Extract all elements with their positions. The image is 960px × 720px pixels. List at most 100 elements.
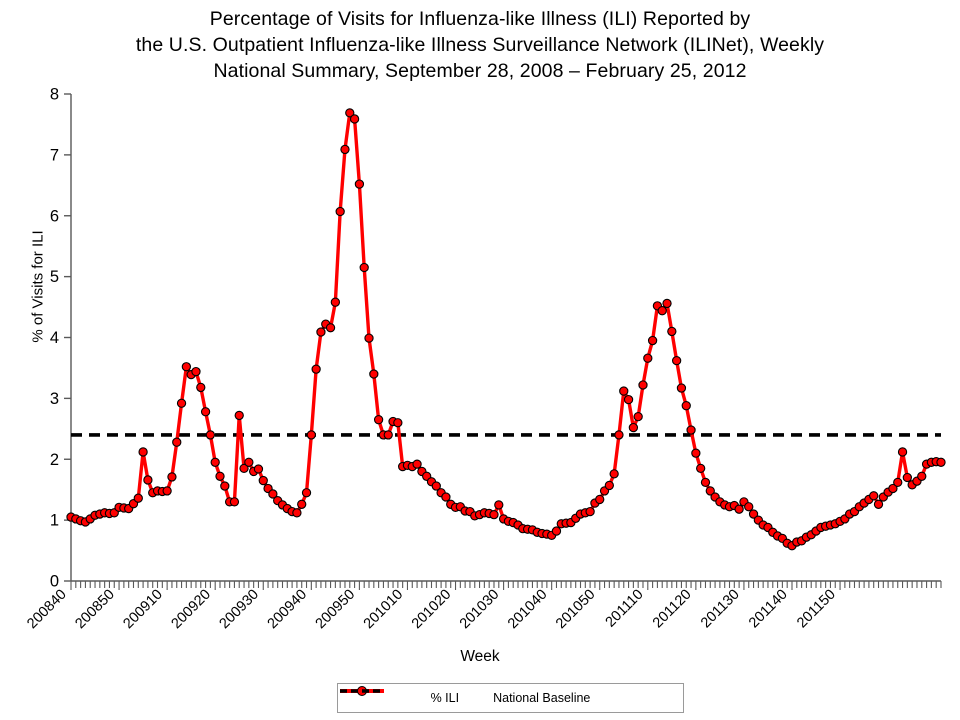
y-tick-label: 8 — [50, 86, 59, 104]
ili-data-point — [200, 407, 211, 417]
legend-item-baseline: National Baseline — [340, 689, 591, 705]
ili-data-point — [700, 477, 711, 488]
ili-data-point — [335, 206, 345, 217]
x-tick-label: 201130 — [698, 587, 743, 632]
ili-data-point — [215, 471, 225, 481]
ili-data-point — [359, 262, 369, 273]
x-tick-label: 201120 — [650, 587, 695, 632]
x-tick-label: 200840 — [24, 587, 70, 633]
x-tick-label: 201110 — [603, 587, 647, 631]
x-tick-label: 200910 — [120, 587, 166, 633]
ili-data-point — [902, 472, 912, 483]
ili-data-point — [253, 464, 264, 474]
ili-data-point — [191, 366, 201, 377]
x-tick-label-group: 201010 — [361, 587, 407, 633]
ili-data-point — [297, 499, 307, 509]
y-tick-label: 7 — [50, 146, 59, 164]
ili-data-point — [349, 114, 360, 124]
x-axis-label: Week — [460, 648, 500, 665]
ili-data-point — [244, 457, 254, 467]
ili-data-point — [917, 471, 927, 481]
x-tick-label: 200940 — [265, 587, 311, 633]
ili-data-point — [143, 475, 153, 485]
ili-data-point — [748, 509, 759, 519]
x-tick-label: 200850 — [72, 587, 118, 633]
ili-data-point — [431, 481, 441, 491]
ili-data-point — [172, 437, 182, 447]
ili-data-point — [705, 486, 715, 496]
x-tick-label-group: 200920 — [168, 587, 214, 633]
ili-data-point — [585, 506, 595, 517]
x-tick-label-group: 201150 — [794, 587, 839, 632]
legend-label-baseline: National Baseline — [493, 691, 591, 705]
ili-data-point — [441, 492, 451, 502]
x-tick-label: 201050 — [553, 587, 599, 633]
x-tick-label-group: 200950 — [313, 587, 359, 633]
ili-data-point — [893, 477, 903, 488]
chart-legend: % ILI National Baseline — [337, 683, 684, 713]
x-tick-label-group: 200910 — [120, 587, 166, 633]
ili-data-point — [609, 469, 619, 479]
ili-data-point — [229, 497, 240, 507]
x-tick-label-group: 201020 — [409, 587, 455, 633]
ili-data-point — [301, 488, 312, 498]
ili-data-point — [138, 447, 148, 457]
ili-data-point — [638, 380, 648, 390]
ili-data-point — [239, 463, 249, 474]
ili-data-point — [657, 306, 667, 316]
ili-data-point — [311, 364, 321, 374]
x-tick-label: 200950 — [313, 587, 359, 633]
x-tick-label: 201020 — [409, 587, 455, 633]
ili-data-point — [340, 144, 350, 155]
ili-data-point — [643, 353, 653, 363]
x-tick-label-group: 200840 — [24, 587, 70, 633]
y-tick-label: 5 — [50, 268, 59, 286]
x-tick-label-group: 201120 — [650, 587, 695, 632]
ili-data-point — [667, 326, 677, 337]
ili-data-point — [306, 430, 316, 440]
y-tick-label: 0 — [50, 573, 59, 591]
ili-data-point — [734, 504, 744, 514]
ili-data-point — [393, 418, 403, 428]
ili-data-point — [220, 481, 230, 491]
ili-data-point — [494, 500, 504, 510]
x-tick-label-group: 200930 — [217, 587, 263, 633]
x-tick-label-group: 201040 — [505, 587, 551, 633]
y-tick-label: 6 — [50, 207, 59, 225]
ili-data-point — [383, 430, 393, 440]
ili-data-point — [234, 410, 244, 421]
chart-title-line-2: the U.S. Outpatient Influenza-like Illne… — [135, 34, 825, 56]
ili-data-point — [619, 386, 629, 396]
x-tick-label-group: 200940 — [265, 587, 311, 633]
chart-title-line-1: Percentage of Visits for Influenza-like … — [209, 8, 751, 30]
ili-data-point — [691, 448, 701, 458]
chart-title-line-3: National Summary, September 28, 2008 – F… — [213, 60, 747, 82]
ili-data-point — [258, 475, 268, 486]
ili-data-point — [354, 179, 365, 189]
ili-data-point — [412, 459, 422, 469]
ili-data-point — [205, 430, 216, 440]
y-tick-label: 4 — [50, 329, 59, 347]
y-tick-label: 2 — [50, 451, 59, 469]
x-tick-label-group: 201140 — [746, 587, 791, 632]
ili-data-point — [210, 457, 220, 467]
ili-data-point — [196, 382, 206, 393]
ili-data-point — [595, 494, 605, 505]
x-tick-label: 200920 — [168, 587, 214, 633]
ili-data-point — [330, 297, 341, 307]
ili-data-point — [873, 499, 884, 509]
ili-data-point — [176, 398, 187, 408]
ili-data-point — [489, 510, 499, 520]
ili-data-point — [897, 447, 908, 457]
ili-series-line — [69, 111, 943, 548]
legend-label-ili: % ILI — [430, 691, 460, 705]
ili-data-point — [369, 369, 379, 379]
ili-data-point — [888, 483, 898, 494]
ili-data-point — [686, 425, 696, 435]
ili-data-point — [633, 411, 643, 422]
ili-data-point — [614, 430, 624, 440]
ili-data-point — [604, 480, 614, 491]
ili-data-point — [744, 502, 754, 512]
ili-data-point — [268, 489, 278, 499]
